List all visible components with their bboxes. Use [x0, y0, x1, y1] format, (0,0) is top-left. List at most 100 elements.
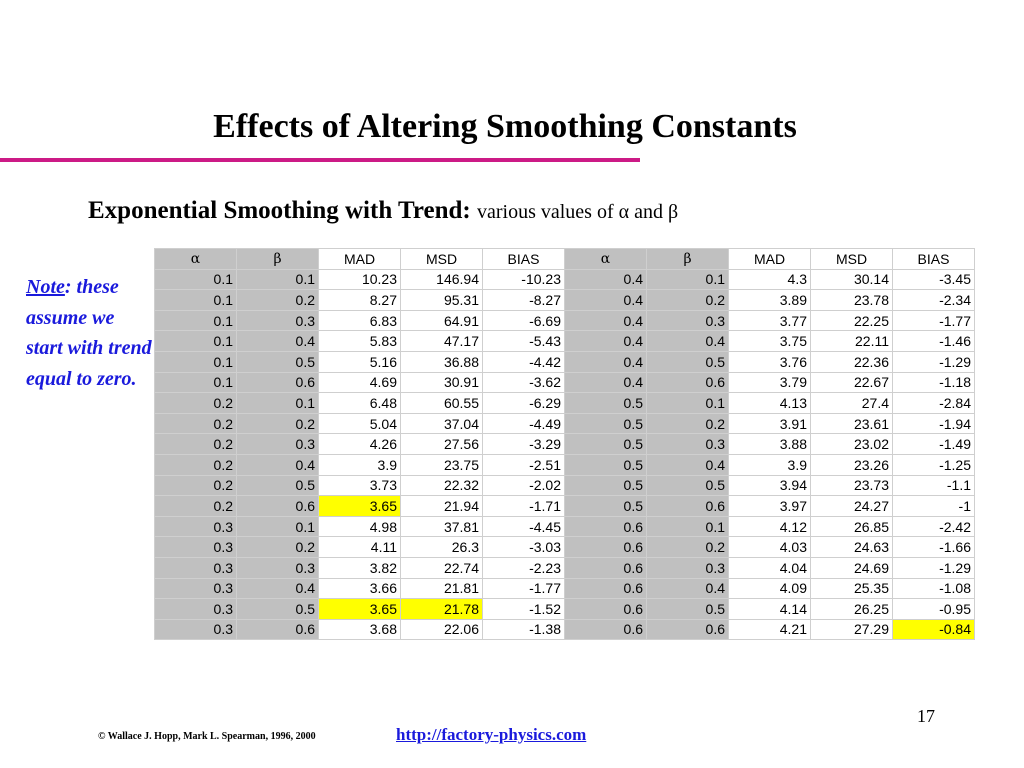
table-cell: 4.3 [728, 268, 811, 291]
column-header-left-1: β [236, 248, 319, 270]
table-cell: 23.02 [810, 433, 893, 455]
table-cell: 64.91 [400, 309, 483, 332]
table-cell: 25.35 [810, 577, 893, 600]
table-cell: -1 [892, 495, 975, 517]
table-cell: -2.23 [482, 556, 565, 579]
table-cell: 30.91 [400, 371, 483, 394]
table-cell: -1.29 [892, 350, 975, 373]
table-cell: 23.78 [810, 289, 893, 311]
table-row: 0.3 0.5 3.65 21.78 -1.52 0.6 0.5 4.14 26.25 -0.95 [154, 598, 975, 620]
table-cell: -1.52 [482, 598, 565, 620]
table-cell: 0.3 [154, 577, 237, 600]
table-cell: 4.03 [728, 536, 811, 558]
table-cell: 0.3 [236, 309, 319, 332]
table-cell: 0.6 [564, 598, 647, 620]
table-cell: 0.1 [236, 268, 319, 291]
table-cell: -0.84 [892, 618, 975, 641]
table-cell: 0.5 [646, 350, 729, 373]
table-cell: 3.75 [728, 330, 811, 352]
table-cell: 47.17 [400, 330, 483, 352]
table-row: 0.1 0.2 8.27 95.31 -8.27 0.4 0.2 3.89 23.78 -2.34 [154, 289, 975, 311]
table-cell: 22.06 [400, 618, 483, 641]
website-link[interactable]: http://factory-physics.com [396, 725, 587, 744]
table-row: 0.3 0.1 4.98 37.81 -4.45 0.6 0.1 4.12 26.85 -2.42 [154, 515, 975, 538]
table-cell: 0.1 [646, 515, 729, 538]
table-cell: 10.23 [318, 268, 401, 291]
table-cell: 5.16 [318, 350, 401, 373]
table-cell: 3.89 [728, 289, 811, 311]
table-cell: 0.3 [646, 433, 729, 455]
table-cell: -1.66 [892, 536, 975, 558]
table-cell: 26.3 [400, 536, 483, 558]
table-row: 0.2 0.3 4.26 27.56 -3.29 0.5 0.3 3.88 23.02 -1.49 [154, 433, 975, 455]
table-row: 0.3 0.2 4.11 26.3 -3.03 0.6 0.2 4.03 24.63 -1.66 [154, 536, 975, 558]
table-cell: -6.69 [482, 309, 565, 332]
table-cell: 22.11 [810, 330, 893, 352]
table-cell: -6.29 [482, 392, 565, 414]
table-cell: 0.5 [564, 433, 647, 455]
table-cell: 0.6 [564, 577, 647, 600]
table-header-row: α β MAD MSD BIAS α β MAD MSD BIAS [154, 248, 975, 270]
table-cell: -2.02 [482, 474, 565, 497]
subtitle-bold: Exponential Smoothing with Trend: [88, 197, 471, 224]
table-cell: 0.4 [564, 309, 647, 332]
table-cell: 0.5 [646, 598, 729, 620]
table-cell: 0.4 [564, 268, 647, 291]
table-cell: -1.18 [892, 371, 975, 394]
table-cell: 0.3 [646, 556, 729, 579]
table-cell: -3.62 [482, 371, 565, 394]
slide-title: Effects of Altering Smoothing Constants [213, 108, 797, 145]
column-header-right-1: β [646, 248, 729, 270]
table-row: 0.2 0.1 6.48 60.55 -6.29 0.5 0.1 4.13 27.4 -2.84 [154, 392, 975, 414]
table-cell: 0.2 [646, 412, 729, 435]
table-cell: 23.73 [810, 474, 893, 497]
table-cell: -3.03 [482, 536, 565, 558]
table-cell: -10.23 [482, 268, 565, 291]
table-cell: 0.5 [564, 474, 647, 497]
table-cell: 0.4 [564, 330, 647, 352]
table-cell: 4.26 [318, 433, 401, 455]
table-cell: 0.4 [646, 330, 729, 352]
smoothing-results-table: α β MAD MSD BIAS α β MAD MSD BIAS 0.1 0.1 10.23 146.… [154, 248, 975, 641]
table-cell: 0.5 [236, 598, 319, 620]
table-cell: 0.2 [236, 412, 319, 435]
table-cell: 0.5 [564, 453, 647, 476]
table-cell: 0.2 [154, 433, 237, 455]
table-row: 0.3 0.6 3.68 22.06 -1.38 0.6 0.6 4.21 27.29 -0.84 [154, 618, 975, 641]
table-cell: 4.12 [728, 515, 811, 538]
table-cell: -1.77 [892, 309, 975, 332]
table-cell: 4.11 [318, 536, 401, 558]
table-cell: -2.51 [482, 453, 565, 476]
table-row: 0.3 0.4 3.66 21.81 -1.77 0.6 0.4 4.09 25.35 -1.08 [154, 577, 975, 600]
table-cell: -2.84 [892, 392, 975, 414]
table-cell: 30.14 [810, 268, 893, 291]
table-cell: 21.81 [400, 577, 483, 600]
table-cell: 0.1 [154, 350, 237, 373]
table-cell: 26.25 [810, 598, 893, 620]
table-cell: 95.31 [400, 289, 483, 311]
table-cell: 0.6 [236, 618, 319, 641]
table-cell: 3.9 [728, 453, 811, 476]
table-cell: 23.26 [810, 453, 893, 476]
table-cell: 0.2 [646, 289, 729, 311]
table-row: 0.1 0.6 4.69 30.91 -3.62 0.4 0.6 3.79 22.67 -1.18 [154, 371, 975, 394]
table-cell: 0.4 [236, 330, 319, 352]
table-cell: 0.3 [154, 618, 237, 641]
table-cell: 0.1 [236, 392, 319, 414]
column-header-right-2: MAD [728, 248, 811, 270]
table-cell: 22.67 [810, 371, 893, 394]
table-cell: 24.63 [810, 536, 893, 558]
table-cell: 24.27 [810, 495, 893, 517]
table-cell: 36.88 [400, 350, 483, 373]
table-cell: 5.04 [318, 412, 401, 435]
table-cell: 0.3 [154, 536, 237, 558]
table-cell: 22.25 [810, 309, 893, 332]
column-header-right-3: MSD [810, 248, 893, 270]
table-cell: -1.08 [892, 577, 975, 600]
table-body: 0.1 0.1 10.23 146.94 -10.23 0.4 0.1 4.3 30.14 -3.… [154, 268, 975, 641]
table-cell: 4.09 [728, 577, 811, 600]
table-cell: -5.43 [482, 330, 565, 352]
table-cell: 0.4 [646, 453, 729, 476]
table-cell: 0.1 [646, 268, 729, 291]
table-cell: -1.25 [892, 453, 975, 476]
